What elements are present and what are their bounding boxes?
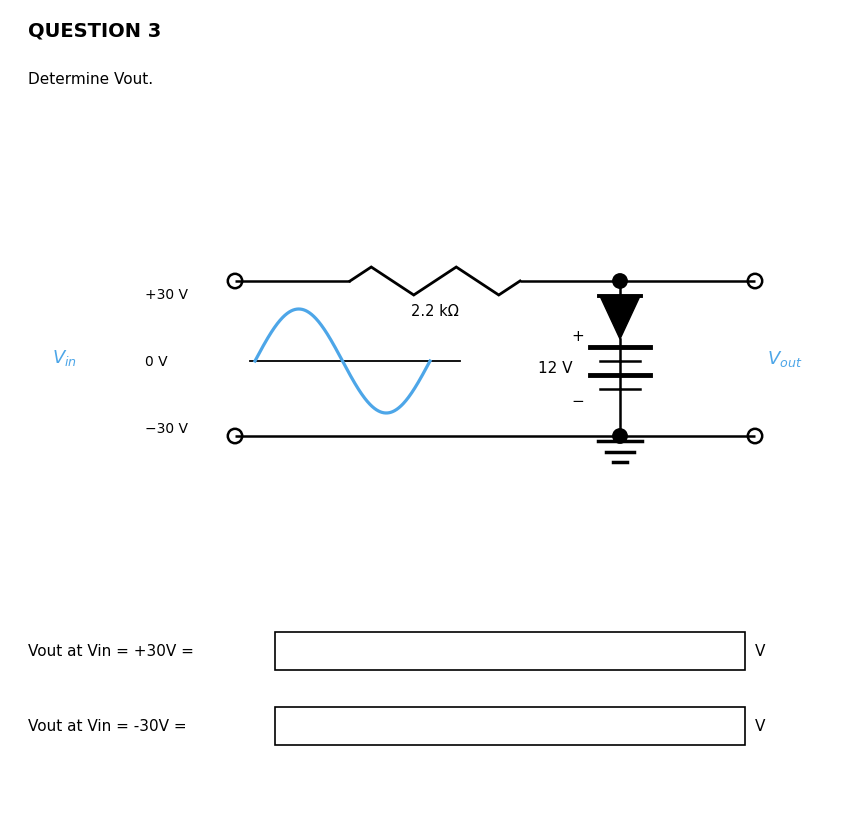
Text: Vout at Vin = -30V =: Vout at Vin = -30V =	[28, 719, 187, 734]
Text: +: +	[571, 329, 584, 344]
Circle shape	[613, 430, 627, 444]
Text: 12 V: 12 V	[537, 361, 572, 376]
Text: $V_{out}$: $V_{out}$	[767, 349, 802, 369]
Text: Determine Vout.: Determine Vout.	[28, 72, 153, 87]
Text: V: V	[755, 644, 766, 659]
Circle shape	[613, 274, 627, 289]
Text: QUESTION 3: QUESTION 3	[28, 22, 162, 41]
Bar	[275, 707, 745, 745]
Text: −: −	[571, 394, 584, 409]
Text: +30 V: +30 V	[145, 288, 188, 302]
Text: Vout at Vin = +30V =: Vout at Vin = +30V =	[28, 644, 194, 659]
Polygon shape	[600, 297, 640, 339]
Bar	[275, 632, 745, 670]
Text: $V_{in}$: $V_{in}$	[52, 348, 77, 368]
Text: 2.2 kΩ: 2.2 kΩ	[411, 303, 459, 319]
Text: 0 V: 0 V	[145, 354, 168, 369]
Text: V: V	[755, 719, 766, 734]
Text: −30 V: −30 V	[145, 421, 188, 436]
